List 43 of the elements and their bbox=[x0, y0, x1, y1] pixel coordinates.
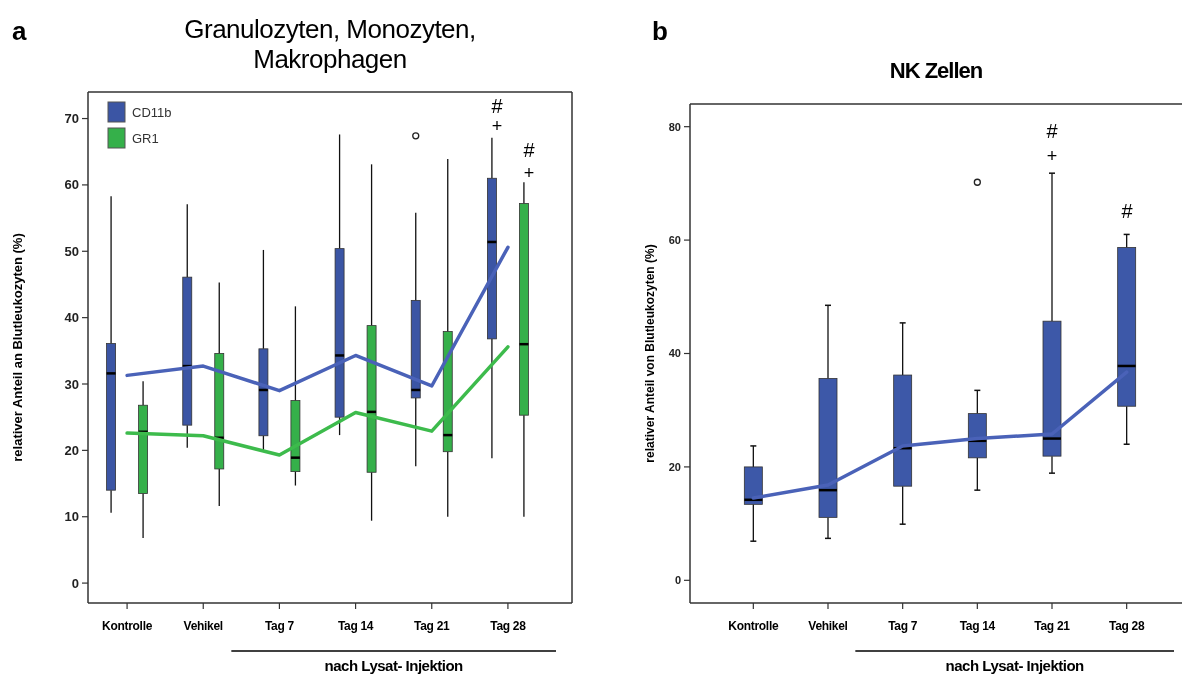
text: a bbox=[12, 16, 27, 46]
x-tick-label: Tag 14 bbox=[959, 619, 996, 633]
y-tick-label: 30 bbox=[64, 376, 79, 392]
x-axis-title: nach Lysat- Injektion bbox=[324, 657, 464, 674]
x-tick-label: Tag 14 bbox=[337, 619, 374, 633]
chart-title: NK Zellen bbox=[889, 58, 983, 83]
annotation: + bbox=[1046, 146, 1058, 167]
annotation: + bbox=[491, 116, 503, 137]
x-tick-label: Kontrolle bbox=[728, 619, 779, 633]
y-axis-title: relativer Anteil von Blutleukozyten (%) bbox=[643, 244, 657, 463]
annotation: # bbox=[1046, 120, 1059, 142]
x-tick-label: Vehikel bbox=[183, 619, 223, 633]
y-tick-label: 0 bbox=[674, 574, 681, 587]
chart-title: Granulozyten, Monozyten, Makrophagen bbox=[184, 14, 476, 74]
x-axis-title: nach Lysat- Injektion bbox=[945, 657, 1085, 674]
legend-label: GR1 bbox=[132, 131, 159, 146]
y-tick-label: 10 bbox=[64, 509, 79, 525]
y-tick-label: 60 bbox=[64, 177, 79, 193]
y-tick-label: 40 bbox=[668, 347, 681, 360]
y-tick-label: 60 bbox=[668, 233, 681, 246]
text: b bbox=[652, 16, 668, 46]
y-tick-label: 20 bbox=[668, 460, 681, 473]
y-tick-label: 0 bbox=[71, 575, 79, 591]
annotation: # bbox=[523, 139, 536, 161]
annotation: # bbox=[491, 95, 504, 117]
x-tick-label: Tag 28 bbox=[490, 619, 527, 633]
y-axis-title: relativer Anteil an Blutleukozyten (%) bbox=[10, 233, 25, 462]
annotation: # bbox=[1121, 200, 1134, 222]
y-tick-label: 20 bbox=[64, 442, 79, 458]
line-series bbox=[125, 245, 510, 393]
legend-label: CD11b bbox=[132, 105, 172, 120]
x-tick-label: Vehikel bbox=[808, 619, 848, 633]
y-tick-label: 50 bbox=[64, 243, 79, 259]
x-tick-label: Tag 21 bbox=[414, 619, 451, 633]
x-tick-label: Tag 7 bbox=[888, 619, 918, 633]
x-tick-label: Tag 7 bbox=[264, 619, 295, 633]
y-tick-label: 70 bbox=[64, 111, 79, 127]
y-tick-label: 40 bbox=[64, 310, 79, 326]
annotation: + bbox=[523, 163, 535, 184]
x-tick-label: Tag 21 bbox=[1034, 619, 1071, 633]
x-tick-label: Tag 28 bbox=[1109, 619, 1145, 633]
y-tick-label: 80 bbox=[668, 120, 681, 133]
x-tick-label: Kontrolle bbox=[102, 619, 153, 633]
